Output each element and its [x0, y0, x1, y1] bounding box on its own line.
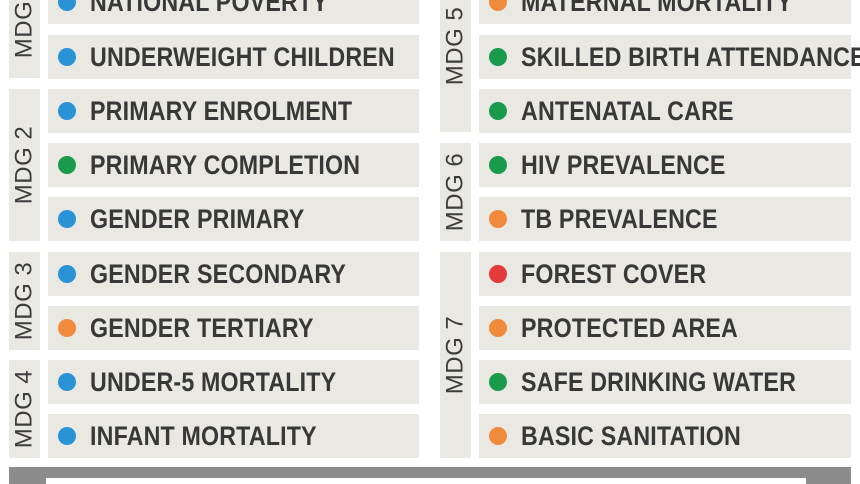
- indicator-row: FOREST COVER: [479, 252, 851, 296]
- indicator-label: MATERNAL MORTALITY: [521, 0, 793, 17]
- indicator-row: PRIMARY ENROLMENT: [48, 89, 419, 133]
- indicator-row: GENDER TERTIARY: [48, 306, 419, 350]
- mdg5-group: MDG 5: [440, 0, 471, 132]
- mdg4-label: MDG 4: [10, 369, 38, 449]
- indicator-row: PRIMARY COMPLETION: [48, 143, 419, 187]
- indicator-row: MATERNAL MORTALITY: [479, 0, 851, 24]
- indicator-label: PRIMARY ENROLMENT: [90, 95, 353, 126]
- status-dot: [489, 210, 507, 228]
- status-dot: [58, 373, 76, 391]
- indicator-row: GENDER PRIMARY: [48, 197, 419, 241]
- status-dot: [58, 102, 76, 120]
- indicator-label: HIV PREVALENCE: [521, 149, 726, 180]
- indicator-row: SKILLED BIRTH ATTENDANCE: [479, 35, 860, 79]
- mdg5-label: MDG 5: [441, 6, 469, 86]
- indicator-label: GENDER TERTIARY: [90, 312, 314, 343]
- indicator-label: PROTECTED AREA: [521, 312, 739, 343]
- indicator-row: GENDER SECONDARY: [48, 252, 419, 296]
- mdg4-group: MDG 4: [9, 360, 40, 458]
- indicator-label: GENDER PRIMARY: [90, 203, 305, 234]
- status-dot: [489, 102, 507, 120]
- indicator-row: UNDERWEIGHT CHILDREN: [48, 35, 419, 79]
- status-dot: [58, 48, 76, 66]
- indicator-row: PROTECTED AREA: [479, 306, 851, 350]
- footer-inner-panel: [46, 478, 806, 484]
- status-dot: [489, 0, 507, 11]
- indicator-label: TB PREVALENCE: [521, 203, 718, 234]
- indicator-label: BASIC SANITATION: [521, 420, 741, 451]
- mdg2-label: MDG 2: [10, 125, 38, 205]
- indicator-row: HIV PREVALENCE: [479, 143, 851, 187]
- status-dot: [489, 319, 507, 337]
- status-dot: [489, 48, 507, 66]
- status-dot: [58, 210, 76, 228]
- indicator-row: TB PREVALENCE: [479, 197, 851, 241]
- indicator-label: ANTENATAL CARE: [521, 95, 734, 126]
- indicator-label: GENDER SECONDARY: [90, 258, 347, 289]
- indicator-row: UNDER-5 MORTALITY: [48, 360, 419, 404]
- mdg1-label: MDG 1: [10, 0, 38, 59]
- status-dot: [58, 427, 76, 445]
- mdg3-label: MDG 3: [10, 261, 38, 341]
- status-dot: [58, 265, 76, 283]
- mdg6-group: MDG 6: [440, 143, 471, 241]
- indicator-label: SAFE DRINKING WATER: [521, 366, 797, 397]
- status-dot: [58, 0, 76, 11]
- indicator-label: UNDER-5 MORTALITY: [90, 366, 337, 397]
- indicator-label: UNDERWEIGHT CHILDREN: [90, 41, 395, 72]
- indicator-row: BASIC SANITATION: [479, 414, 851, 458]
- indicator-row: ANTENATAL CARE: [479, 89, 851, 133]
- status-dot: [489, 156, 507, 174]
- indicator-row: SAFE DRINKING WATER: [479, 360, 851, 404]
- status-dot: [489, 265, 507, 283]
- indicator-label: INFANT MORTALITY: [90, 420, 317, 451]
- indicator-label: PRIMARY COMPLETION: [90, 149, 361, 180]
- mdg7-group: MDG 7: [440, 252, 471, 458]
- indicator-label: NATIONAL POVERTY: [90, 0, 328, 17]
- indicator-row: INFANT MORTALITY: [48, 414, 419, 458]
- mdg7-label: MDG 7: [441, 315, 469, 395]
- status-dot: [489, 427, 507, 445]
- indicator-label: FOREST COVER: [521, 258, 707, 289]
- mdg1-group: MDG 1: [9, 0, 40, 78]
- indicator-label: SKILLED BIRTH ATTENDANCE: [521, 41, 860, 72]
- mdg6-label: MDG 6: [441, 152, 469, 232]
- status-dot: [58, 156, 76, 174]
- status-dot: [489, 373, 507, 391]
- mdg2-group: MDG 2: [9, 89, 40, 241]
- indicator-row: NATIONAL POVERTY: [48, 0, 419, 24]
- status-dot: [58, 319, 76, 337]
- mdg3-group: MDG 3: [9, 252, 40, 350]
